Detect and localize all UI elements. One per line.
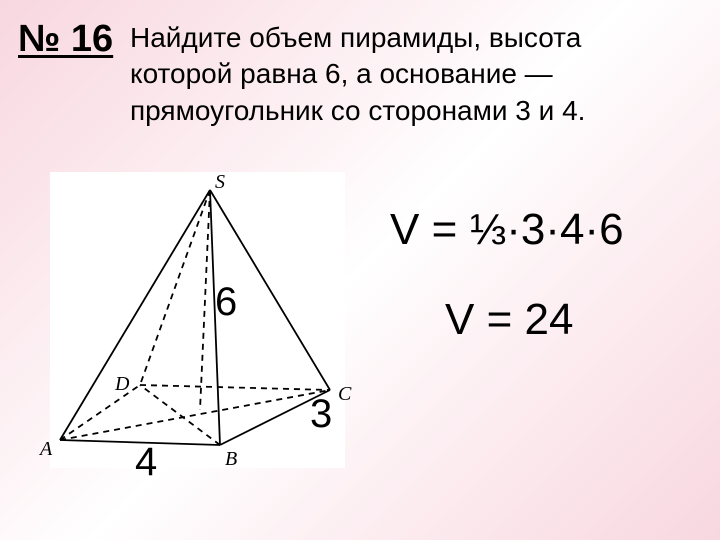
svg-text:D: D xyxy=(114,373,130,395)
dimension-side2: 4 xyxy=(135,440,157,485)
dimension-side1: 3 xyxy=(310,392,332,437)
svg-text:B: B xyxy=(225,448,237,470)
formula-step2: V = 24 xyxy=(445,295,573,345)
svg-text:S: S xyxy=(215,171,225,193)
dimension-height: 6 xyxy=(215,280,237,325)
svg-text:A: A xyxy=(38,438,53,460)
svg-text:C: C xyxy=(338,383,352,405)
formula-step1: V = ⅓·3·4·6 xyxy=(390,205,624,255)
problem-number: № 16 xyxy=(18,18,113,61)
problem-text: Найдите объем пирамиды, высота которой р… xyxy=(130,20,690,129)
